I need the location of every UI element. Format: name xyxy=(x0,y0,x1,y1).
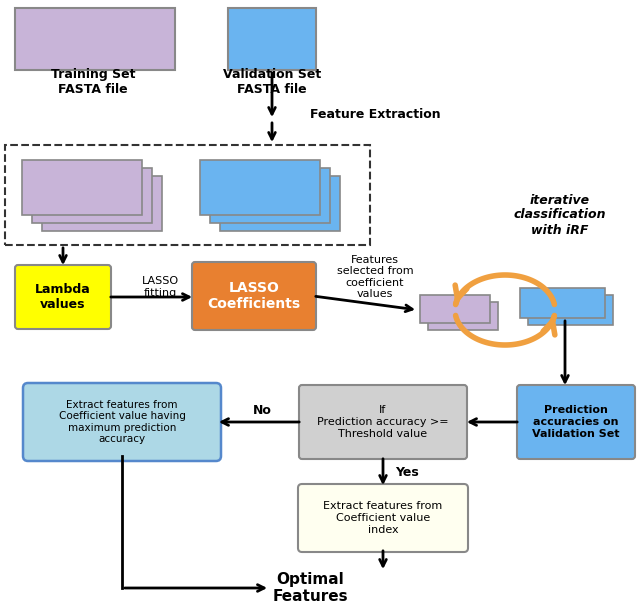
Text: If
Prediction accuracy >=
Threshold value: If Prediction accuracy >= Threshold valu… xyxy=(317,405,449,439)
Bar xyxy=(42,176,162,231)
Text: iterative
classification
with iRF: iterative classification with iRF xyxy=(514,193,606,237)
Bar xyxy=(520,288,605,318)
FancyBboxPatch shape xyxy=(192,262,316,330)
Bar xyxy=(210,168,330,223)
Bar xyxy=(420,295,490,323)
FancyBboxPatch shape xyxy=(298,484,468,552)
Bar xyxy=(220,176,340,231)
Bar xyxy=(200,160,320,215)
Text: Features
selected from
coefficient
values: Features selected from coefficient value… xyxy=(337,255,413,300)
Bar xyxy=(5,145,370,245)
Text: Training Set
FASTA file: Training Set FASTA file xyxy=(51,68,135,96)
Bar xyxy=(528,295,613,325)
FancyBboxPatch shape xyxy=(517,385,635,459)
Text: Extract features from
Coefficient value
index: Extract features from Coefficient value … xyxy=(323,501,443,535)
Text: LASSO
fitting: LASSO fitting xyxy=(141,276,179,298)
Text: Prediction
accuracies on
Validation Set: Prediction accuracies on Validation Set xyxy=(532,405,620,439)
Text: Optimal
Features: Optimal Features xyxy=(272,572,348,604)
Bar xyxy=(22,160,142,215)
Text: Lambda
values: Lambda values xyxy=(35,283,91,311)
Text: Yes: Yes xyxy=(395,466,419,480)
Bar xyxy=(32,168,152,223)
Text: Feature Extraction: Feature Extraction xyxy=(310,109,440,121)
FancyBboxPatch shape xyxy=(23,383,221,461)
Bar xyxy=(228,8,316,70)
Text: No: No xyxy=(253,403,271,417)
Bar xyxy=(15,8,175,70)
Text: LASSO
Coefficients: LASSO Coefficients xyxy=(207,281,301,311)
Bar xyxy=(428,302,498,330)
FancyBboxPatch shape xyxy=(299,385,467,459)
Text: Validation Set
FASTA file: Validation Set FASTA file xyxy=(223,68,321,96)
Text: Extract features from
Coefficient value having
maximum prediction
accuracy: Extract features from Coefficient value … xyxy=(59,400,186,445)
FancyBboxPatch shape xyxy=(15,265,111,329)
